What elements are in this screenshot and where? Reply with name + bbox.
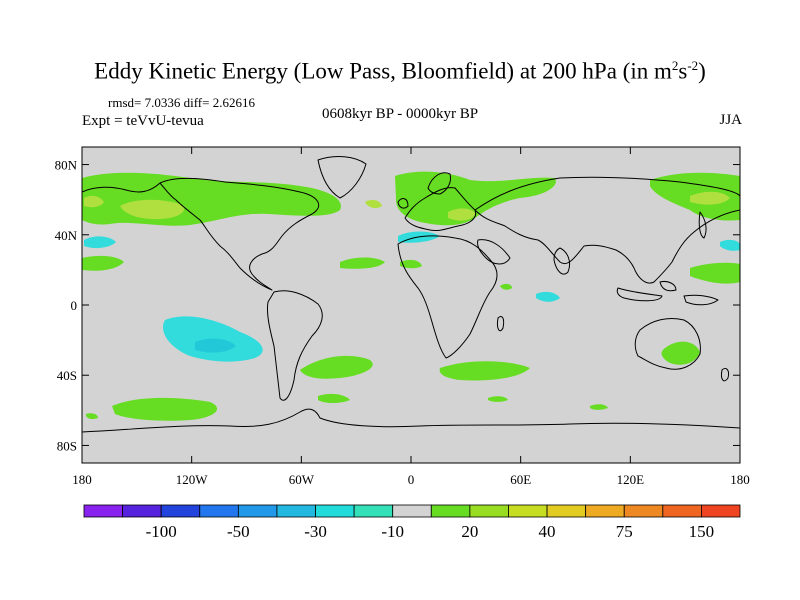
lon-tick-label: 180 bbox=[730, 472, 750, 487]
negative-anomaly-pacific-east bbox=[720, 239, 740, 251]
colorbar-swatch bbox=[315, 504, 355, 518]
sh-positive-anomaly-south-pacific bbox=[112, 397, 218, 421]
lon-tick-label: 180 bbox=[72, 472, 92, 487]
period-label: 0608kyr BP - 0000kyr BP bbox=[321, 106, 479, 122]
anomaly-contours bbox=[82, 156, 740, 433]
colorbar-swatch bbox=[508, 504, 548, 518]
nh-positive-anomaly-eurasia-core2 bbox=[365, 199, 382, 209]
colorbar-label: -100 bbox=[146, 522, 177, 541]
colorbar-swatch bbox=[585, 504, 625, 518]
experiment-label: Expt = teVvU-tevua bbox=[82, 113, 204, 129]
colorbar-swatch bbox=[623, 504, 664, 518]
subtropical-anomaly-pacific-east bbox=[690, 262, 740, 284]
colorbar-swatch bbox=[353, 504, 394, 518]
subtropical-anomaly-atlantic bbox=[340, 257, 385, 269]
colorbar-swatch bbox=[662, 504, 702, 518]
colorbar-label: 20 bbox=[461, 522, 478, 541]
lat-tick-label: 80S bbox=[57, 438, 77, 453]
colorbar-swatch bbox=[469, 504, 509, 518]
colorbar-label: 40 bbox=[539, 522, 556, 541]
lon-tick-label: 0 bbox=[408, 472, 415, 487]
colorbar-swatch bbox=[237, 504, 278, 518]
sh-positive-anomaly-south-indian2 bbox=[590, 404, 608, 410]
sh-positive-anomaly-south-atlantic bbox=[318, 393, 350, 403]
subtropical-anomaly-central bbox=[500, 283, 512, 290]
colorbar-swatch bbox=[199, 504, 239, 518]
colorbar-swatch bbox=[701, 504, 741, 518]
nh-positive-anomaly-west-core bbox=[120, 199, 184, 220]
lat-tick-label: 80N bbox=[55, 158, 78, 173]
lat-tick-label: 40N bbox=[55, 228, 78, 243]
lon-tick-label: 120W bbox=[176, 472, 209, 487]
coastlines bbox=[82, 156, 740, 433]
sh-positive-anomaly-south-indian bbox=[488, 396, 508, 402]
colorbar-swatch bbox=[430, 504, 471, 518]
negative-anomaly-pacific-north bbox=[84, 236, 116, 249]
nh-positive-anomaly-pacific-core bbox=[690, 191, 730, 205]
subtropical-anomaly-pacific-west bbox=[82, 255, 124, 271]
map-title: Eddy Kinetic Energy (Low Pass, Bloomfiel… bbox=[94, 58, 706, 84]
colorbar-swatch bbox=[122, 504, 162, 518]
lon-tick-label: 120E bbox=[617, 472, 645, 487]
season-label: JJA bbox=[719, 112, 742, 128]
colorbar-swatch bbox=[392, 504, 432, 518]
colorbar-label: 75 bbox=[616, 522, 633, 541]
colorbar-label: -50 bbox=[227, 522, 250, 541]
nh-positive-anomaly-eurasia-core bbox=[448, 208, 476, 221]
colorbar-swatch bbox=[276, 504, 316, 518]
negative-anomaly-south-pacific-core bbox=[195, 338, 236, 353]
colorbar-swatch bbox=[546, 504, 587, 518]
statistics-label: rmsd= 7.0336 diff= 2.62616 bbox=[108, 95, 255, 110]
lon-tick-label: 60W bbox=[289, 472, 315, 487]
nh-positive-anomaly-eurasia bbox=[395, 171, 556, 226]
colorbar-label: 150 bbox=[689, 522, 715, 541]
colorbar-label: -30 bbox=[304, 522, 327, 541]
nh-positive-anomaly-westcore2 bbox=[84, 195, 104, 208]
lon-tick-label: 60E bbox=[510, 472, 531, 487]
negative-anomaly-indian bbox=[536, 291, 560, 302]
colorbar: -100 -50 -30 -10 20 40 75 150 bbox=[83, 504, 741, 541]
sh-positive-anomaly-far-west bbox=[86, 413, 98, 420]
lat-tick-label: 40S bbox=[57, 368, 77, 383]
sh-positive-anomaly-atlantic bbox=[300, 355, 373, 379]
sh-positive-anomaly-australia bbox=[661, 341, 700, 365]
subtropical-anomaly-atlantic2 bbox=[400, 259, 422, 269]
axis-ticks: 80N 40N 0 40S 80S 180 120W 60W 0 60E 120E 180 bbox=[55, 147, 750, 487]
sh-positive-anomaly-indian bbox=[439, 361, 530, 381]
colorbar-swatch bbox=[160, 504, 201, 518]
lat-tick-label: 0 bbox=[71, 298, 78, 313]
colorbar-label: -10 bbox=[381, 522, 404, 541]
colorbar-swatch bbox=[83, 504, 123, 518]
